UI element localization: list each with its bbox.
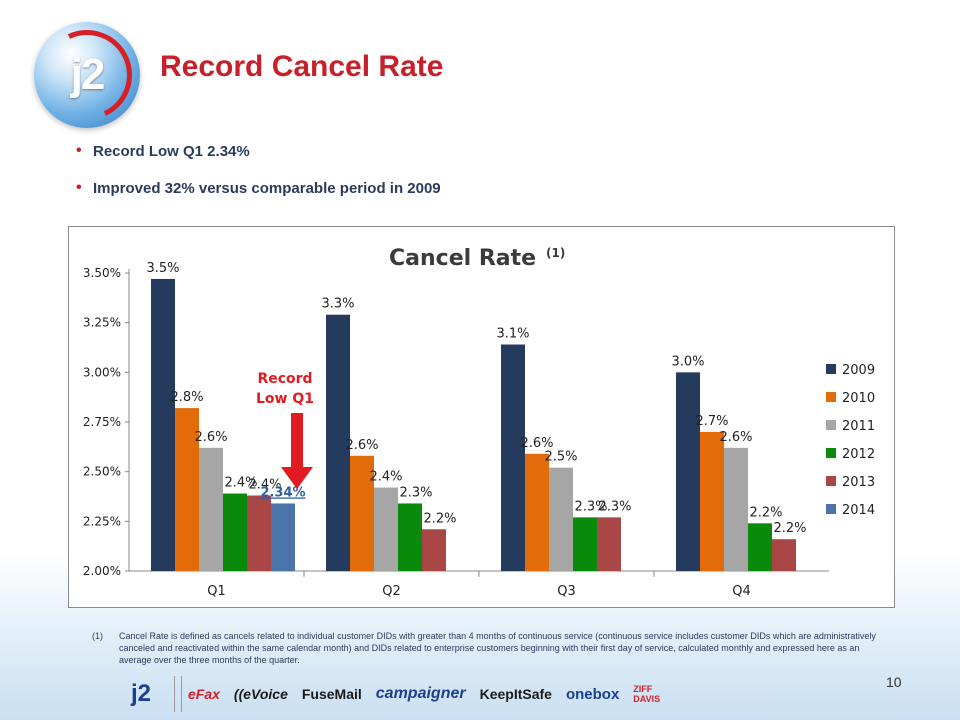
data-label: 2.3% [574, 499, 607, 514]
annotation-arrow-shaft [291, 413, 303, 469]
data-label: 2.2% [773, 521, 806, 536]
annotation-line-2: Low Q1 [256, 391, 314, 407]
y-tick-label: 2.00% [83, 564, 121, 578]
y-tick-label: 2.75% [83, 415, 121, 429]
bar [501, 344, 525, 571]
legend-label: 2014 [842, 503, 875, 518]
bullet-text: Improved 32% versus comparable period in… [93, 179, 441, 197]
bar [748, 523, 772, 571]
legend-label: 2009 [842, 363, 875, 378]
y-tick-label: 3.00% [83, 365, 121, 379]
bar [398, 503, 422, 571]
brand-evoice-logo: ((eVoice [233, 686, 288, 702]
data-label: 2.5% [544, 450, 577, 465]
legend-swatch [826, 420, 836, 430]
data-label: 2.4% [369, 470, 402, 485]
data-label: 2.6% [520, 436, 553, 451]
legend-label: 2013 [842, 475, 875, 490]
bar [247, 495, 271, 571]
footnote-text: Cancel Rate is defined as cancels relate… [119, 631, 876, 665]
data-label: 2.3% [399, 485, 432, 500]
y-tick-label: 2.50% [83, 465, 121, 479]
bar [151, 278, 175, 571]
bar [350, 455, 374, 571]
bullet-text: Record Low Q1 2.34% [93, 142, 250, 160]
logo-text: j2 [70, 50, 106, 99]
brand-divider [181, 676, 182, 712]
brand-onebox-logo: onebox [565, 685, 620, 703]
annotation-arrow-head [281, 467, 313, 489]
bar [676, 372, 700, 571]
legend-swatch [826, 476, 836, 486]
cancel-rate-chart: Cancel Rate (1) 2.00% 2.25% 2.50% 2.75% 3.00% 3… [68, 226, 895, 608]
data-label: 2.2% [423, 511, 456, 526]
legend-label: 2012 [842, 447, 875, 462]
data-label: 2.4% [248, 478, 281, 493]
bar [724, 447, 748, 571]
y-tick-label: 3.50% [83, 266, 121, 280]
j2-globe-logo: j2 [29, 17, 145, 133]
brand-bar: j2 eFax ((eVoice FuseMail campaigner Kee… [131, 674, 743, 714]
bar [597, 517, 621, 571]
bar [549, 467, 573, 571]
brand-keepitsafe-logo: KeepItSafe [479, 686, 552, 702]
bar [175, 408, 199, 571]
data-label: 2.4% [224, 476, 257, 491]
data-label: 2.6% [345, 438, 378, 453]
chart-title: Cancel Rate [389, 246, 536, 271]
data-label: 3.5% [146, 261, 179, 276]
data-label: 3.1% [496, 327, 529, 342]
legend-swatch [826, 448, 836, 458]
bullet-item: • Improved 32% versus comparable period … [76, 177, 441, 199]
bullet-icon: • [76, 142, 82, 159]
footnote-marker: (1) [92, 631, 103, 641]
bar [772, 539, 796, 571]
data-label: 2.8% [170, 390, 203, 405]
page-number: 10 [886, 674, 902, 690]
data-label: 2.3% [598, 499, 631, 514]
bullet-item: • Record Low Q1 2.34% [76, 140, 441, 162]
bullet-icon: • [76, 179, 82, 196]
x-tick-label: Q1 [207, 584, 226, 599]
annotation-line-1: Record [257, 371, 312, 387]
bar [271, 503, 295, 571]
y-tick-label: 2.25% [83, 514, 121, 528]
brand-j2-logo: j2 [131, 676, 175, 712]
chart-title-superscript: (1) [546, 246, 565, 260]
data-label: 3.0% [671, 354, 704, 369]
brand-efax-logo: eFax [188, 686, 220, 702]
data-label: 2.6% [194, 430, 227, 445]
legend-label: 2011 [842, 419, 875, 434]
footnote: (1) Cancel Rate is defined as cancels re… [92, 630, 882, 666]
data-label: 2.34% [260, 485, 305, 500]
bar [422, 529, 446, 571]
bar [223, 493, 247, 571]
brand-fusemail-logo: FuseMail [301, 686, 362, 702]
bar [573, 517, 597, 571]
legend-swatch [826, 364, 836, 374]
page-title: Record Cancel Rate [160, 50, 444, 83]
legend-swatch [826, 392, 836, 402]
bar [525, 453, 549, 571]
x-tick-label: Q4 [732, 584, 751, 599]
x-tick-label: Q2 [382, 584, 401, 599]
bar [326, 314, 350, 571]
bar [199, 447, 223, 571]
chart-canvas: Cancel Rate (1) 2.00% 2.25% 2.50% 2.75% 3.00% 3… [83, 246, 875, 599]
brand-ziff-davis-logo: ZIFF DAVIS [633, 684, 661, 704]
data-label: 2.6% [719, 430, 752, 445]
bar [700, 431, 724, 571]
bullet-list: • Record Low Q1 2.34% • Improved 32% ver… [76, 140, 441, 214]
brand-campaigner-logo: campaigner [375, 685, 466, 702]
data-label: 2.2% [749, 505, 782, 520]
bar [374, 487, 398, 571]
legend-swatch [826, 504, 836, 514]
legend-label: 2010 [842, 391, 875, 406]
x-tick-label: Q3 [557, 584, 576, 599]
data-label: 2.7% [695, 414, 728, 429]
data-label: 3.3% [321, 297, 354, 312]
y-tick-label: 3.25% [83, 316, 121, 330]
